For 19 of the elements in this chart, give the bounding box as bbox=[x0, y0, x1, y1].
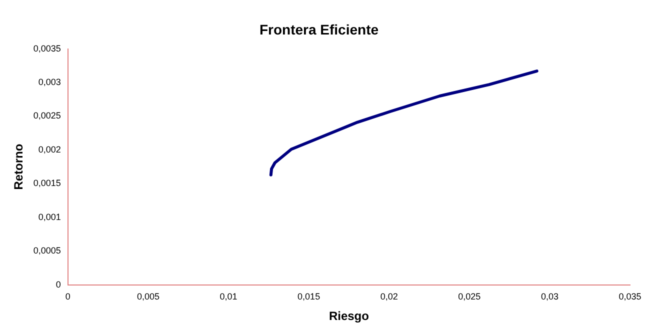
x-tick-label: 0,005 bbox=[136, 292, 160, 302]
y-tick-label: 0,002 bbox=[38, 144, 61, 154]
x-axis-title: Riesgo bbox=[328, 309, 369, 324]
y-tick-label: 0,0005 bbox=[33, 246, 61, 256]
y-axis-title: Retorno bbox=[12, 144, 26, 190]
x-tick-label: 0 bbox=[65, 292, 70, 302]
y-tick-label: 0,0035 bbox=[33, 43, 61, 54]
y-tick-label: 0,001 bbox=[38, 212, 61, 222]
x-tick-label: 0,03 bbox=[540, 292, 558, 302]
chart-title: Frontera Eficiente bbox=[259, 21, 379, 38]
x-tick-label: 0,025 bbox=[458, 292, 481, 302]
x-tick-label: 0,015 bbox=[298, 292, 320, 302]
y-tick-label: 0,0015 bbox=[33, 178, 61, 188]
y-tick-label: 0 bbox=[56, 279, 61, 290]
y-tick-label: 0,003 bbox=[38, 77, 61, 87]
x-tick-label: 0,02 bbox=[380, 292, 398, 302]
x-tick-label: 0,01 bbox=[220, 292, 238, 302]
x-tick-label: 0,035 bbox=[618, 292, 642, 302]
y-tick-label: 0,0025 bbox=[33, 110, 61, 121]
